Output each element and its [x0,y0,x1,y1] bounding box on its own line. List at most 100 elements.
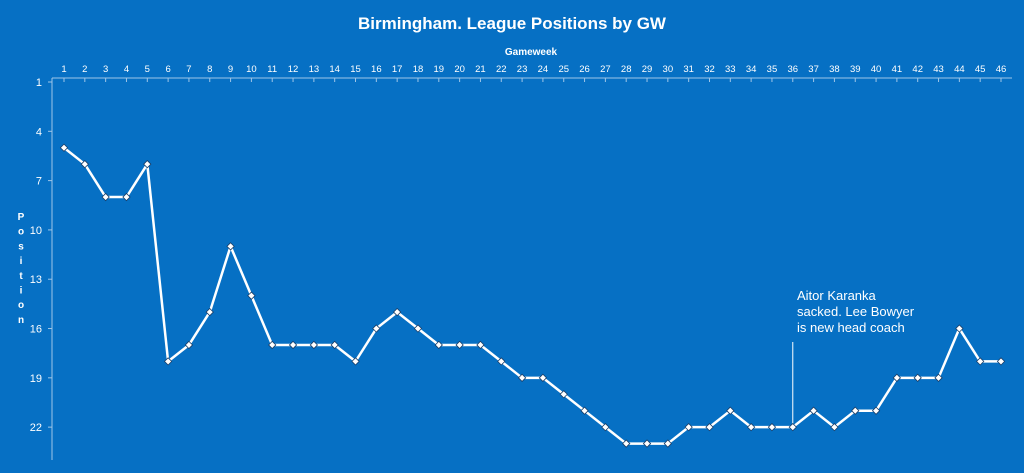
data-point [247,291,256,300]
data-point [934,373,943,382]
data-point [330,340,339,350]
x-tick-label: 13 [309,64,320,75]
data-point [80,160,89,169]
x-tick-label: 46 [996,64,1007,75]
data-point [746,422,756,432]
x-tick-label: 39 [850,64,861,75]
x-tick-label: 27 [600,64,611,75]
data-point [767,422,777,432]
data-point [226,242,235,251]
y-axis-title-letter: o [18,300,24,311]
x-tick-label: 42 [912,64,923,75]
x-tick-label: 22 [496,64,507,75]
x-tick-label: 8 [207,64,212,75]
data-point [476,340,485,350]
x-tick-label: 4 [124,64,129,75]
data-point [143,160,152,169]
data-point [538,373,548,382]
data-point [622,439,631,448]
x-tick-label: 44 [954,64,965,75]
x-tick-label: 33 [725,64,736,75]
y-tick-label: 16 [30,324,42,336]
data-point [455,340,464,350]
data-point [809,406,818,415]
data-point [684,422,693,432]
data-point [184,340,194,350]
x-tick-label: 38 [829,64,840,75]
x-tick-label: 12 [288,64,299,75]
x-tick-label: 2 [82,64,87,75]
x-tick-label: 14 [329,64,340,75]
x-tick-label: 3 [103,64,108,75]
data-point [101,192,110,202]
data-point [309,340,319,350]
data-point [205,307,214,317]
y-axis-ticks: 1 4 7 10 13 16 19 22 [30,77,52,434]
y-axis-title-letter: i [20,286,23,297]
y-axis-title-letter: o [18,227,24,238]
data-point [580,406,589,415]
x-tick-label: 26 [579,64,590,75]
x-tick-label: 30 [663,64,674,75]
data-point [59,143,69,152]
data-point [288,340,298,350]
x-tick-label: 21 [475,64,486,75]
y-tick-label: 19 [30,373,42,385]
y-tick-label: 4 [36,126,42,138]
data-point [268,340,277,350]
x-tick-label: 17 [392,64,403,75]
x-tick-label: 36 [787,64,798,75]
x-tick-label: 18 [413,64,424,75]
x-tick-label: 28 [621,64,632,75]
x-tick-label: 29 [642,64,653,75]
data-point [559,390,568,399]
y-axis-title: Position [18,212,25,326]
x-tick-label: 25 [558,64,569,75]
y-tick-label: 13 [30,274,42,286]
y-axis-title-letter: P [18,212,25,223]
data-point [122,192,131,202]
x-tick-label: 10 [246,64,257,75]
x-tick-label: 16 [371,64,382,75]
data-point [892,373,902,382]
data-point [517,373,527,382]
data-point [163,357,173,366]
x-tick-label: 23 [517,64,528,75]
data-point [913,373,922,382]
x-tick-label: 15 [350,64,361,75]
x-tick-label: 34 [746,64,757,75]
x-tick-label: 7 [186,64,191,75]
data-point [726,406,735,415]
x-tick-label: 5 [145,64,150,75]
data-point [851,406,860,415]
y-axis-title-letter: n [18,315,24,326]
y-axis-title-letter: s [18,241,24,252]
x-tick-label: 6 [165,64,170,75]
x-tick-label: 37 [808,64,819,75]
x-tick-label: 45 [975,64,986,75]
x-tick-label: 9 [228,64,233,75]
x-tick-label: 11 [267,64,277,75]
y-tick-label: 1 [36,77,42,89]
x-tick-label: 32 [704,64,715,75]
data-point [663,439,673,448]
x-axis-ticks: 1 2 3 4 5 6 7 8 9 10 11 12 13 14 15 16 17 18 19 20 21 22 23 24 2… [61,64,1006,82]
x-tick-label: 35 [767,64,778,75]
data-point [497,357,506,366]
annotation-text-line: Aitor Karanka [797,288,877,303]
series-line [63,146,1001,445]
data-point [976,357,985,366]
annotation-text-line: is new head coach [797,320,905,335]
y-tick-label: 22 [30,422,42,434]
y-tick-label: 10 [30,225,42,237]
x-tick-label: 40 [871,64,882,75]
chart-title: Birmingham. League Positions by GW [358,14,667,33]
data-point [392,307,402,317]
x-tick-label: 24 [538,64,549,75]
data-point [351,357,360,366]
x-tick-label: 41 [892,64,903,75]
x-tick-label: 20 [454,64,465,75]
data-point [788,422,797,432]
data-point [372,324,381,333]
